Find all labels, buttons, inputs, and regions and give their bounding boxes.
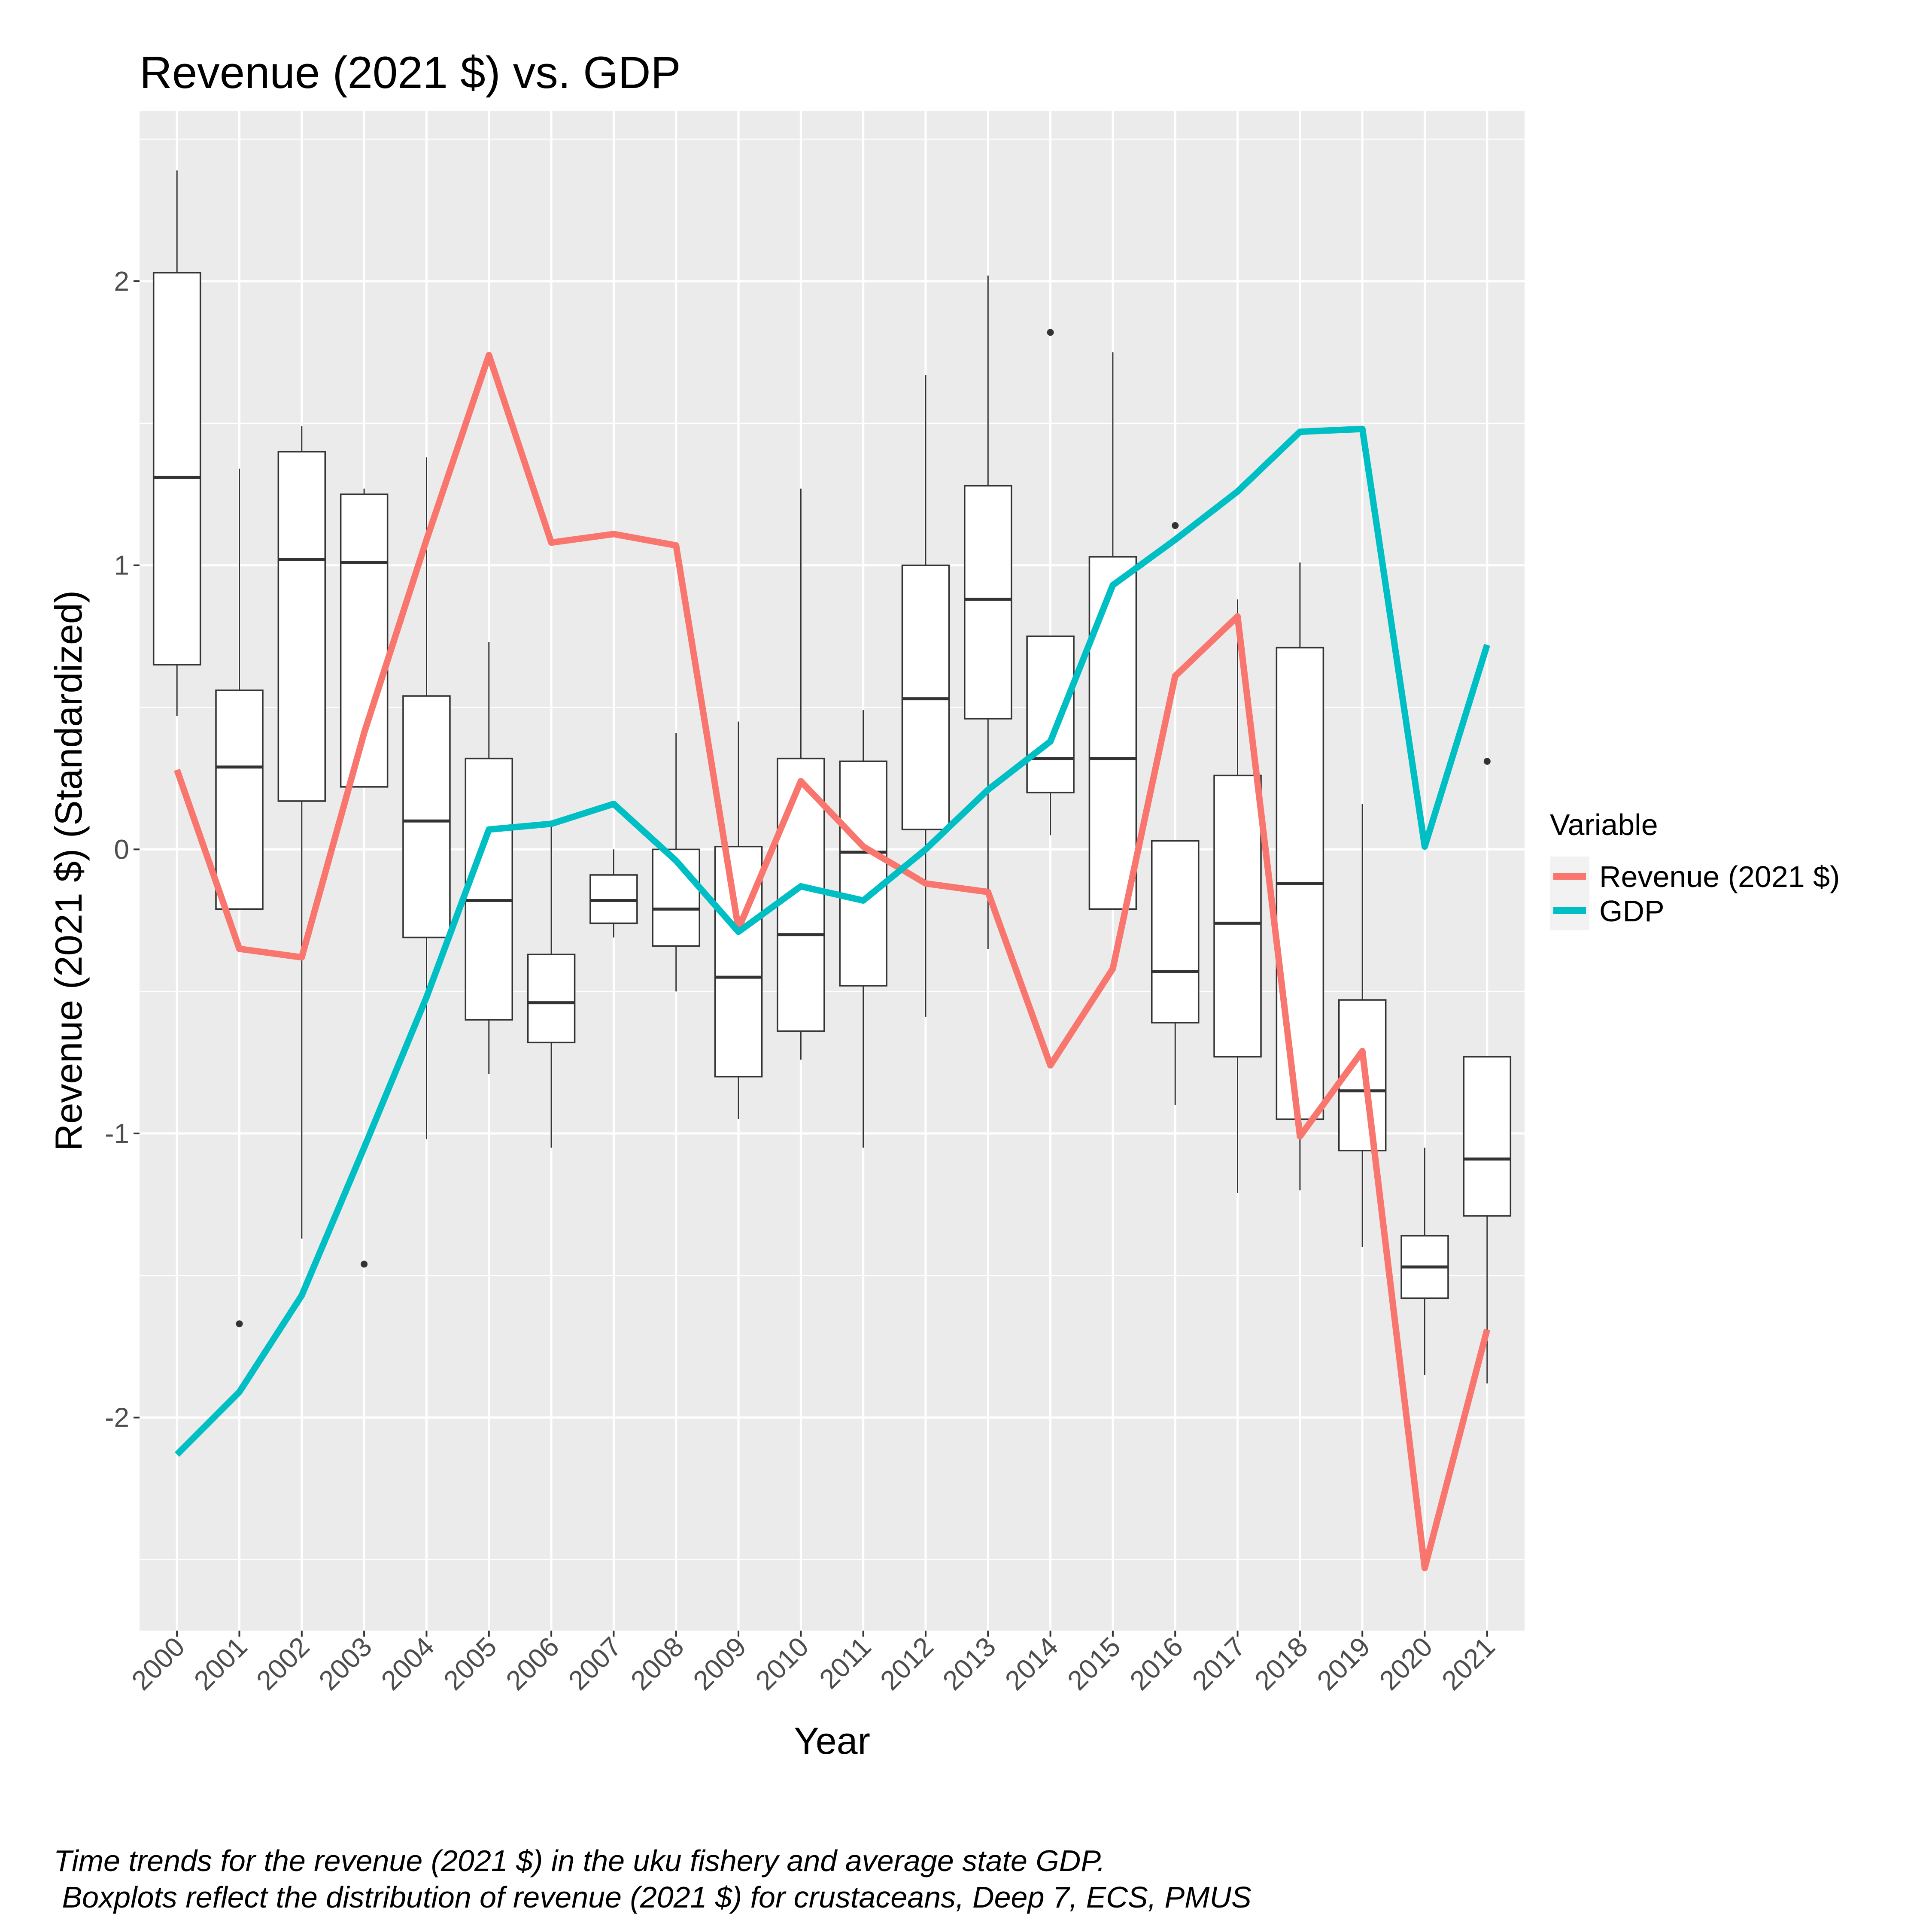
x-tick-label: 2001 <box>188 1631 253 1696</box>
legend-label-revenue: Revenue (2021 $) <box>1599 860 1840 893</box>
boxplot-2005 <box>465 642 513 1074</box>
outlier-point <box>1047 329 1054 336</box>
x-tick-label: 2016 <box>1124 1631 1189 1696</box>
x-tick-label: 2002 <box>250 1631 316 1696</box>
y-tick-label: -1 <box>105 1118 129 1149</box>
series-line-revenue <box>174 352 1491 1571</box>
boxplot-2000 <box>152 170 201 716</box>
caption-line-1: Time trends for the revenue (2021 $) in … <box>54 1844 1105 1877</box>
y-tick-label: 2 <box>114 266 129 297</box>
box <box>1213 775 1262 1058</box>
caption-line-2: Boxplots reflect the distribution of rev… <box>54 1880 1252 1914</box>
x-tick-label: 2010 <box>750 1631 815 1696</box>
x-tick-label: 2015 <box>1061 1631 1127 1696</box>
x-tick-label: 2009 <box>687 1631 752 1696</box>
y-axis-ticks: -2 -1 0 1 2 <box>105 266 140 1433</box>
x-axis-title: Year <box>794 1719 870 1762</box>
y-tick-label: -2 <box>105 1402 129 1433</box>
boxplot-2015 <box>1088 352 1137 910</box>
boxplot-2012 <box>901 375 950 1017</box>
x-tick-label: 2004 <box>375 1631 440 1696</box>
x-tick-label: 2000 <box>126 1631 191 1696</box>
boxplot-2002 <box>277 426 326 1239</box>
series-lines <box>174 352 1491 1571</box>
boxplot-2006 <box>527 826 576 1148</box>
x-tick-label: 2005 <box>437 1631 503 1696</box>
legend-title: Variable <box>1550 808 1658 841</box>
x-tick-label: 2017 <box>1186 1631 1252 1696</box>
boxplot-2011 <box>839 710 887 1148</box>
chart-title: Revenue (2021 $) vs. GDP <box>140 48 681 98</box>
outlier-point <box>1483 758 1491 765</box>
box <box>964 485 1012 720</box>
box <box>1463 1056 1512 1217</box>
box <box>839 760 887 987</box>
legend-label-gdp: GDP <box>1599 894 1665 928</box>
outlier-point <box>361 1261 368 1268</box>
outlier-point <box>236 1320 243 1327</box>
x-tick-label: 2003 <box>313 1631 378 1696</box>
boxplot-2014 <box>1026 329 1075 835</box>
box <box>152 272 201 666</box>
boxplots <box>152 170 1512 1384</box>
box <box>465 757 513 1021</box>
x-tick-label: 2021 <box>1436 1631 1501 1696</box>
x-tick-label: 2008 <box>625 1631 690 1696</box>
box <box>1151 840 1200 1024</box>
boxplot-2018 <box>1276 562 1324 1191</box>
box <box>527 954 576 1044</box>
y-tick-label: 1 <box>114 550 129 581</box>
legend: Variable Revenue (2021 $) GDP <box>1550 808 1840 930</box>
box <box>215 690 264 910</box>
x-tick-label: 2012 <box>874 1631 939 1696</box>
x-tick-label: 2018 <box>1249 1631 1314 1696</box>
x-tick-label: 2019 <box>1311 1631 1376 1696</box>
box <box>1088 556 1137 910</box>
box <box>714 846 763 1078</box>
boxplot-2020 <box>1400 1148 1449 1375</box>
y-axis-title: Revenue (2021 $) (Standardized) <box>47 590 90 1151</box>
x-axis-ticks: 2000200120022003200420052006200720082009… <box>126 1631 1501 1696</box>
box <box>402 695 451 939</box>
series-line-gdp <box>174 425 1490 1457</box>
x-tick-label: 2006 <box>500 1631 565 1696</box>
boxplot-2016 <box>1151 522 1200 1105</box>
boxplot-2001 <box>215 468 264 1327</box>
box <box>277 451 326 802</box>
x-tick-label: 2014 <box>999 1631 1064 1696</box>
boxplot-2004 <box>402 457 451 1139</box>
x-tick-label: 2007 <box>562 1631 628 1696</box>
boxplot-2017 <box>1213 599 1262 1194</box>
x-tick-label: 2011 <box>813 1631 877 1695</box>
x-tick-label: 2020 <box>1373 1631 1439 1696</box>
boxplot-2021 <box>1463 758 1512 1384</box>
y-tick-label: 0 <box>114 834 129 865</box>
boxplot-2013 <box>964 275 1012 949</box>
outlier-point <box>1172 522 1179 529</box>
box <box>1026 635 1075 793</box>
x-tick-label: 2013 <box>937 1631 1002 1696</box>
boxplot-2007 <box>589 849 638 938</box>
